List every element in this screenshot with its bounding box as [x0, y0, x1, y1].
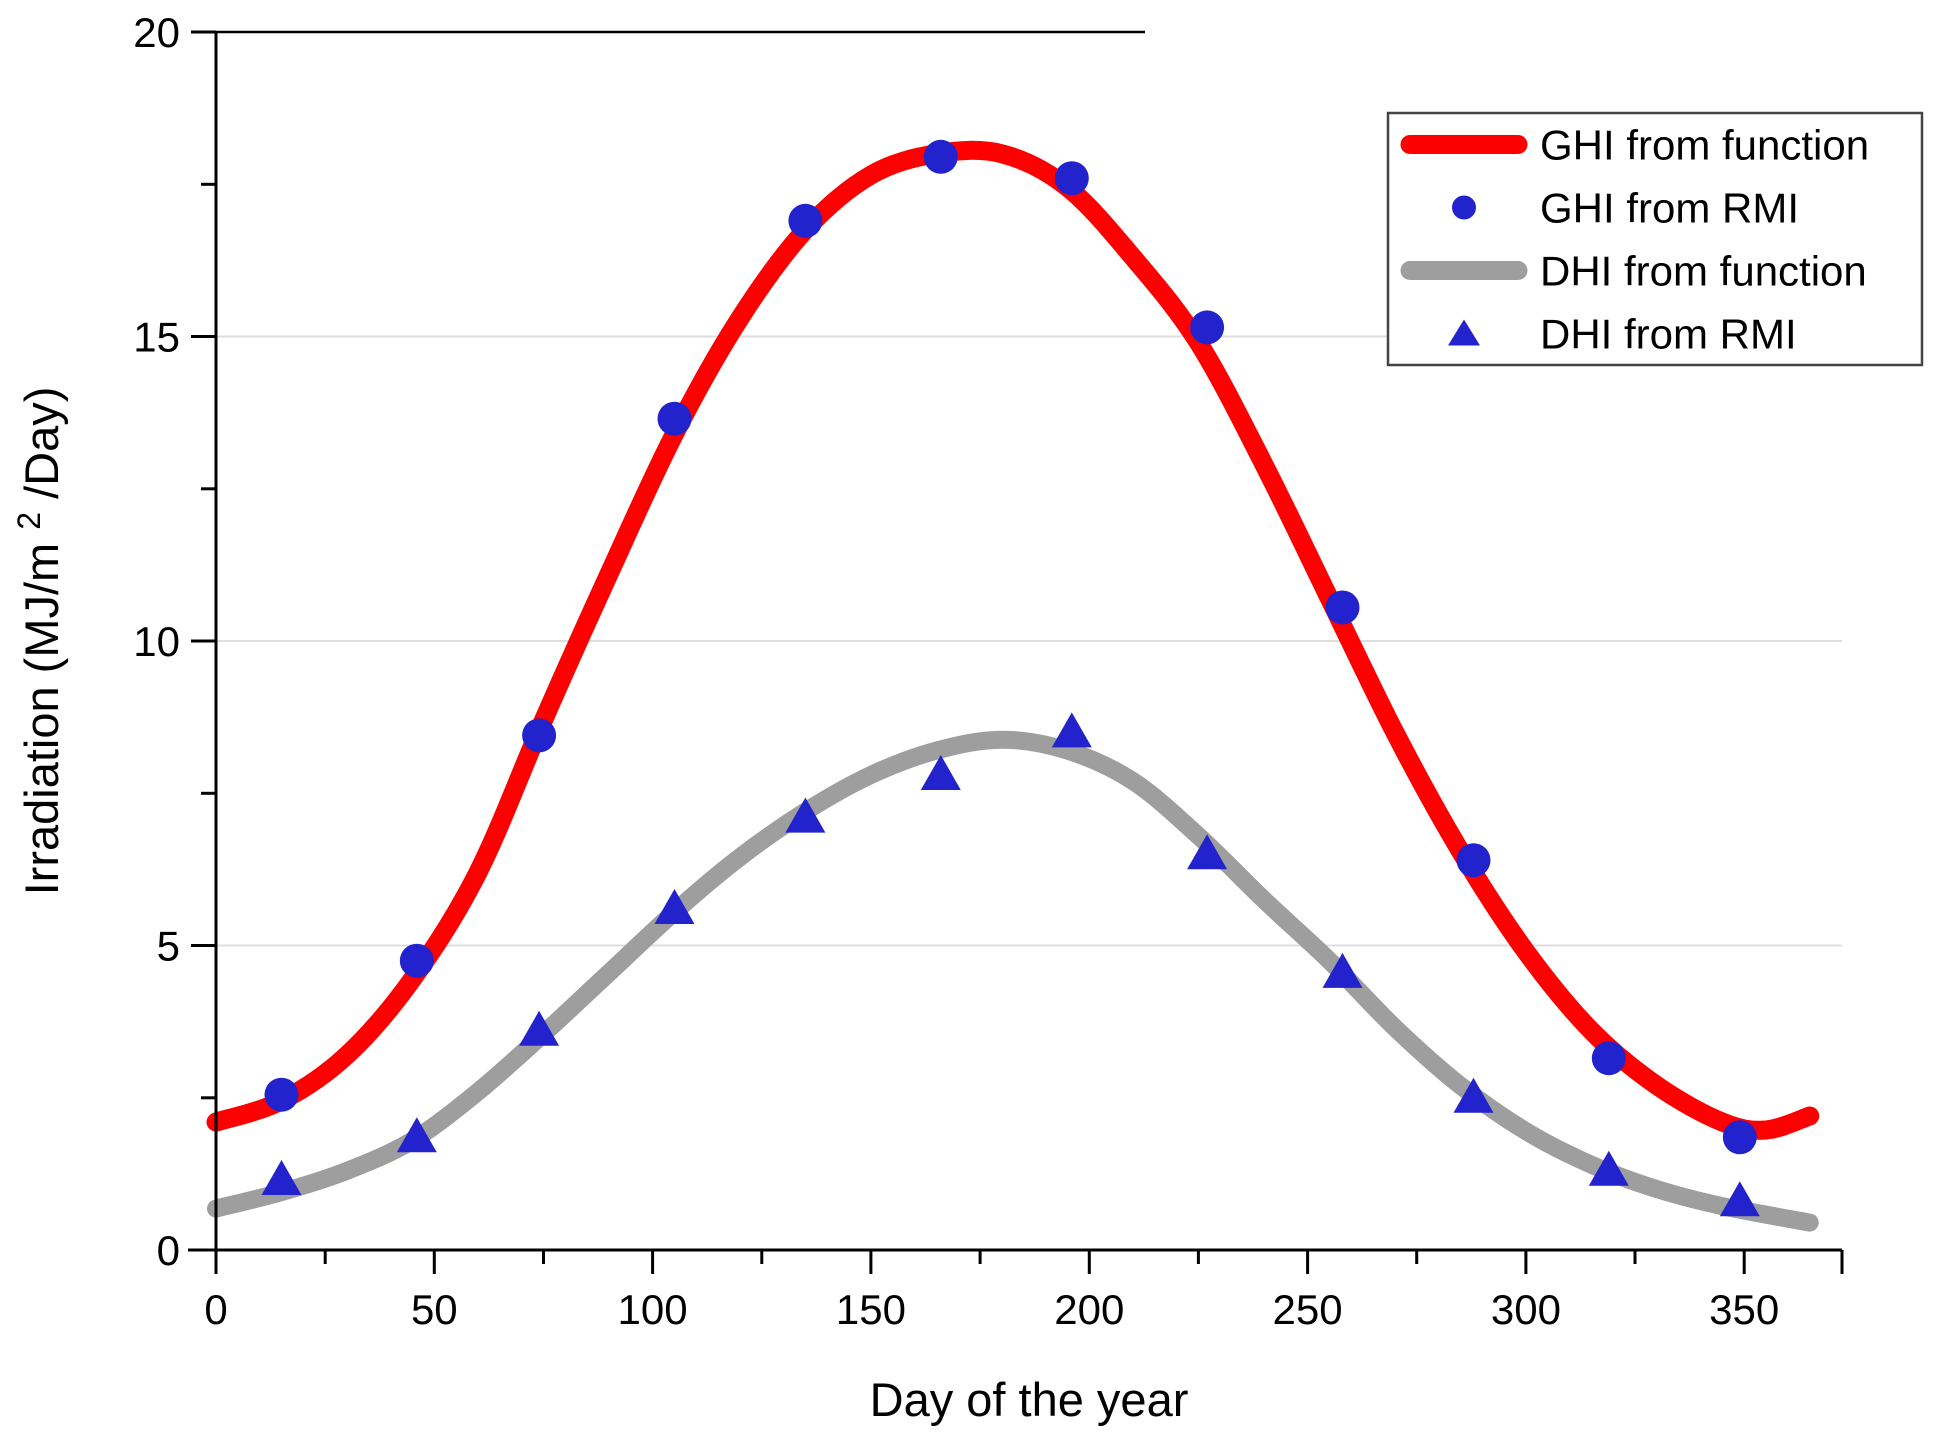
y-axis-title-suffix: /Day) — [15, 387, 68, 499]
y-tick-labels: 0 5 10 15 20 — [133, 9, 180, 1274]
x-tick-label-350: 350 — [1709, 1286, 1779, 1333]
dhi-rmi-point-day-319 — [1588, 1150, 1629, 1186]
legend-entry-label: GHI from RMI — [1540, 185, 1799, 232]
x-tick-label-0: 0 — [204, 1286, 227, 1333]
legend-entry-label: DHI from RMI — [1540, 311, 1797, 358]
dhi-rmi-point-day-15 — [261, 1160, 302, 1195]
ghi-rmi-point-day-258 — [1325, 590, 1360, 625]
ghi-rmi-point-day-227 — [1190, 310, 1225, 345]
x-axis-title: Day of the year — [870, 1373, 1189, 1426]
legend-entry-4: DHI from RMI — [1448, 311, 1797, 358]
y-tick-label-0: 0 — [157, 1227, 180, 1274]
dhi-rmi-point-day-46 — [396, 1117, 437, 1153]
legend-entry-3: DHI from function — [1400, 248, 1867, 295]
rmi-data-markers — [261, 139, 1760, 1217]
x-tick-label-150: 150 — [836, 1286, 906, 1333]
dhi-rmi-point-day-135 — [785, 797, 826, 833]
dhi-rmi-point-day-74 — [519, 1010, 560, 1046]
gridlines — [216, 335, 1842, 947]
legend-entry-2: GHI from RMI — [1452, 185, 1799, 232]
ghi-function-curve — [206, 140, 1820, 1140]
dhi-rmi-point-day-227 — [1187, 834, 1228, 870]
x-tick-label-100: 100 — [618, 1286, 688, 1333]
ghi-rmi-point-day-319 — [1591, 1041, 1626, 1076]
y-axis-title-prefix: Irradiation (MJ/m — [15, 543, 68, 896]
x-tick-label-200: 200 — [1054, 1286, 1124, 1333]
dhi-rmi-point-day-196 — [1051, 712, 1092, 748]
ghi-rmi-point-day-349 — [1722, 1120, 1757, 1155]
x-tick-label-300: 300 — [1491, 1286, 1561, 1333]
dhi-function-curve — [207, 730, 1819, 1232]
ghi-rmi-point-day-74 — [522, 718, 557, 753]
ghi-rmi-point-day-105 — [657, 401, 692, 436]
legend-box — [1386, 111, 1924, 367]
legend-entry-label: GHI from function — [1540, 122, 1869, 169]
dhi-rmi-point-day-105 — [654, 889, 695, 924]
ghi-rmi-point-day-166 — [923, 139, 958, 174]
ghi-rmi-point-day-15 — [264, 1077, 299, 1112]
y-axis-title-superscript: 2 — [11, 512, 47, 530]
y-tick-label-5: 5 — [157, 923, 180, 970]
y-tick-label-10: 10 — [133, 618, 180, 665]
ghi-rmi-point-day-196 — [1054, 161, 1089, 196]
y-axis-title: Irradiation (MJ/m 2 /Day) — [0, 387, 68, 896]
dhi-rmi-point-day-258 — [1322, 952, 1363, 988]
ghi-rmi-point-day-46 — [399, 943, 434, 978]
x-tick-labels: 0 50 100 150 200 250 300 350 — [204, 1286, 1779, 1333]
dhi-rmi-point-day-349 — [1719, 1181, 1760, 1217]
dhi-rmi-point-day-288 — [1453, 1077, 1494, 1113]
legend-entry-1: GHI from function — [1400, 122, 1869, 169]
legend-entry-label: DHI from function — [1540, 248, 1867, 295]
dhi-rmi-point-day-166 — [920, 755, 961, 790]
x-tick-label-50: 50 — [411, 1286, 458, 1333]
legend-triangle-swatch — [1448, 319, 1480, 346]
legend: GHI from function GHI from RMI DHI from fu… — [1386, 111, 1924, 367]
ghi-rmi-point-day-288 — [1456, 843, 1491, 878]
y-tick-label-15: 15 — [133, 314, 180, 361]
x-tick-label-250: 250 — [1273, 1286, 1343, 1333]
ghi-rmi-point-day-135 — [788, 203, 823, 238]
axes — [188, 30, 1844, 1274]
function-curves — [206, 140, 1820, 1232]
y-tick-label-20: 20 — [133, 9, 180, 56]
legend-circle-swatch — [1452, 195, 1476, 220]
